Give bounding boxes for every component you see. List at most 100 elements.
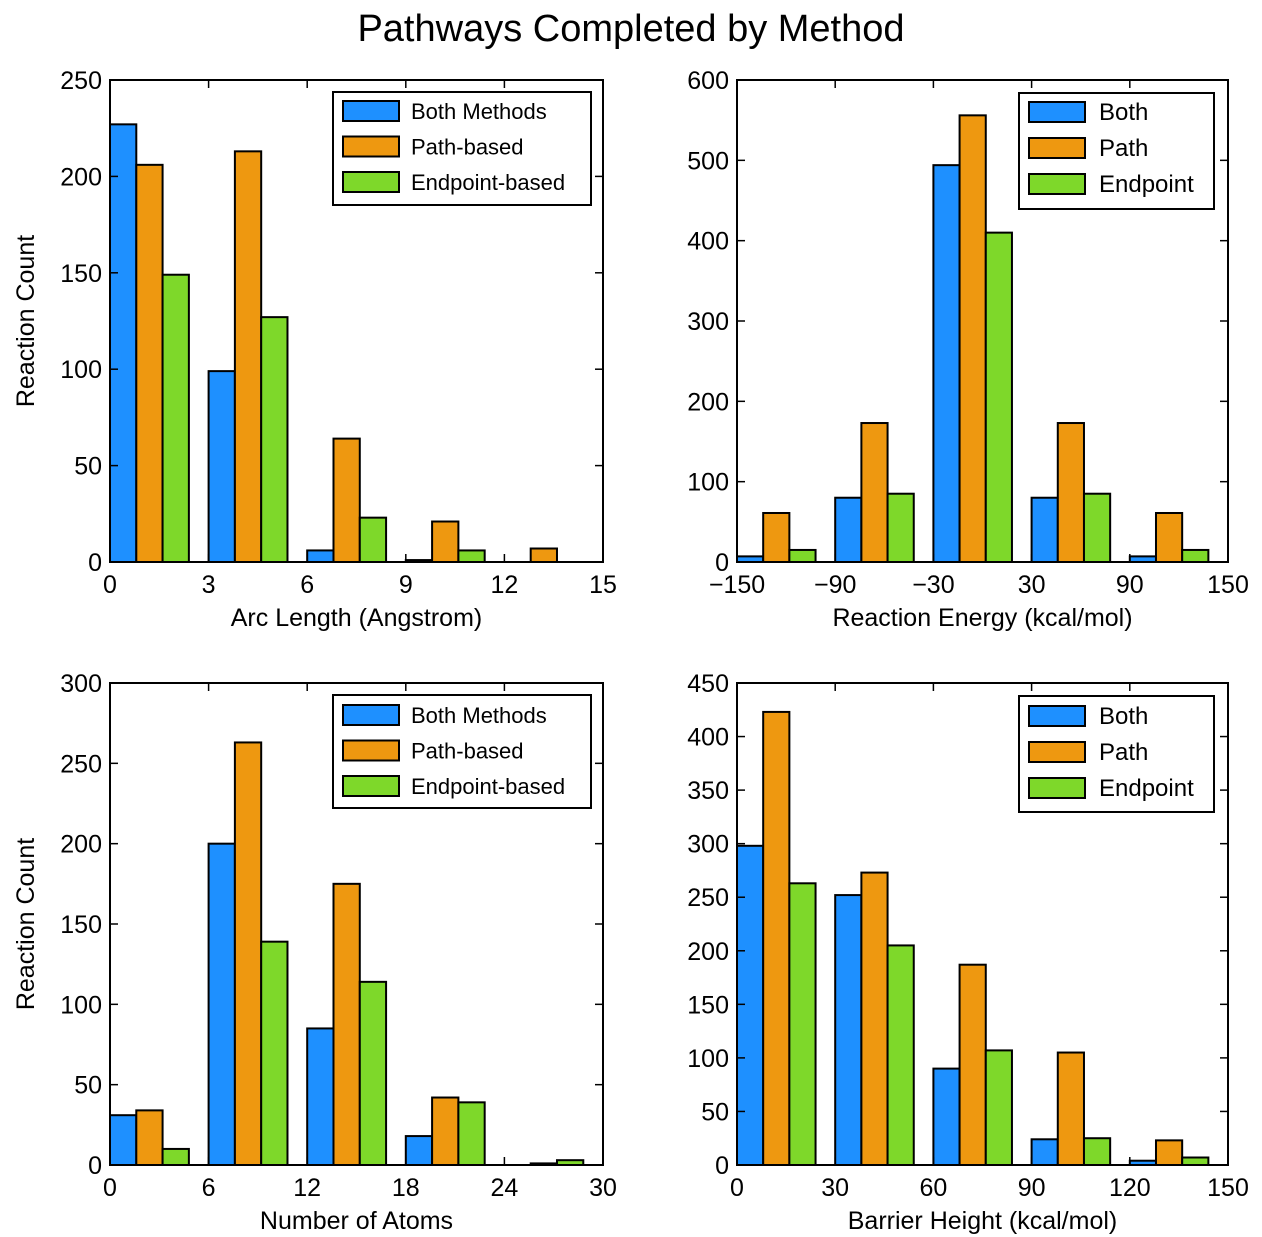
bar	[457, 1101, 486, 1166]
bar	[1056, 422, 1085, 564]
legend: Both Methods Path-based Endpoint-based	[332, 694, 592, 809]
bar	[1154, 1139, 1184, 1167]
bar	[260, 940, 289, 1166]
legend-swatch	[342, 135, 400, 158]
y-tick-label: 50	[74, 453, 102, 481]
bar	[932, 164, 961, 564]
bar	[1030, 496, 1059, 564]
x-tick-label: 90	[1018, 1174, 1046, 1202]
bar	[207, 370, 236, 563]
y-tick-label: 0	[715, 549, 729, 577]
x-tick-label: −30	[912, 571, 954, 599]
x-tick-label: 30	[589, 1174, 617, 1202]
y-tick-label: 200	[60, 831, 102, 859]
legend-label: Endpoint-based	[411, 170, 565, 195]
bar	[358, 516, 388, 564]
legend-label: Path	[1099, 135, 1148, 162]
bar	[109, 123, 138, 564]
x-tick-label: −90	[814, 571, 856, 599]
legend-swatch	[342, 171, 400, 193]
bar	[306, 1027, 335, 1167]
plot-frame	[109, 79, 604, 563]
figure-title: Pathways Completed by Method	[357, 8, 905, 50]
y-tick-label: 50	[74, 1072, 102, 1100]
y-tick-label: 0	[88, 1152, 102, 1180]
y-tick-label: 100	[687, 469, 729, 497]
legend-label: Both Methods	[411, 703, 547, 728]
x-tick-label: 150	[1207, 1174, 1249, 1202]
y-tick-label: 100	[60, 991, 102, 1019]
y-tick-label: 300	[687, 308, 729, 336]
y-tick-label: 150	[687, 991, 729, 1019]
bar	[1056, 1051, 1085, 1166]
bar	[431, 1096, 460, 1167]
y-tick-label: 250	[60, 750, 102, 778]
x-tick-label: 6	[300, 571, 314, 599]
y-axis-label: Reaction Count	[12, 838, 40, 1010]
x-tick-label: 60	[919, 1174, 947, 1202]
x-tick-label: 12	[490, 571, 518, 599]
bar	[233, 741, 263, 1166]
bar	[529, 547, 558, 564]
legend: Both Methods Path-based Endpoint-based	[332, 91, 592, 206]
y-tick-label: 250	[60, 67, 102, 95]
bar	[1082, 1137, 1112, 1166]
legend-label: Both	[1099, 99, 1148, 126]
x-tick-label: 0	[103, 571, 117, 599]
legend-label: Path	[1099, 739, 1148, 766]
legend-swatch	[1028, 173, 1086, 195]
y-tick-label: 300	[60, 670, 102, 698]
legend-swatch	[1028, 741, 1086, 763]
x-tick-label: 3	[202, 571, 216, 599]
bar	[762, 710, 791, 1166]
legend-swatch	[1028, 137, 1086, 159]
chart-panel-2: −150 −90 −30 30 90 150 0 100 200 300 400 500 600 Reac…	[687, 67, 1249, 632]
bar	[834, 496, 863, 564]
x-tick-label: 30	[1018, 571, 1046, 599]
legend-swatch	[1028, 705, 1086, 727]
x-axis-label: Barrier Height (kcal/mol)	[848, 1207, 1118, 1235]
y-tick-label: 350	[687, 777, 729, 805]
bar	[135, 163, 164, 563]
y-tick-label: 100	[687, 1045, 729, 1073]
legend-swatch	[1028, 101, 1086, 123]
bar	[457, 549, 486, 564]
bar	[958, 963, 987, 1166]
y-tick-label: 450	[687, 670, 729, 698]
y-tick-label: 150	[60, 911, 102, 939]
bar	[886, 944, 915, 1167]
bar	[1082, 492, 1112, 564]
bar	[984, 1049, 1013, 1166]
legend: Both Path Endpoint	[1018, 92, 1215, 210]
bar	[1181, 1156, 1210, 1166]
y-tick-label: 400	[687, 228, 729, 256]
legend-swatch	[342, 739, 400, 762]
bar	[161, 1147, 190, 1167]
bar	[762, 511, 791, 563]
y-tick-label: 0	[88, 549, 102, 577]
y-tick-label: 300	[687, 831, 729, 859]
bar	[788, 882, 817, 1166]
plot-frame	[736, 682, 1229, 1166]
bar	[1030, 1138, 1059, 1167]
bar	[404, 1135, 434, 1166]
x-tick-label: 120	[1109, 1174, 1151, 1202]
y-tick-label: 150	[60, 260, 102, 288]
y-axis-label: Reaction Count	[12, 235, 40, 407]
x-tick-label: 30	[821, 1174, 849, 1202]
bar	[161, 273, 190, 563]
legend-swatch	[1028, 777, 1086, 799]
bar	[207, 842, 236, 1167]
bar	[233, 150, 263, 563]
y-tick-label: 200	[60, 163, 102, 191]
x-tick-label: 0	[730, 1174, 744, 1202]
x-axis-label: Number of Atoms	[260, 1207, 453, 1235]
x-axis-label: Arc Length (Angstrom)	[231, 604, 483, 632]
bar	[135, 1109, 164, 1166]
x-tick-label: 24	[490, 1174, 518, 1202]
bar	[358, 980, 388, 1167]
y-tick-label: 200	[687, 388, 729, 416]
x-tick-label: −150	[709, 571, 765, 599]
